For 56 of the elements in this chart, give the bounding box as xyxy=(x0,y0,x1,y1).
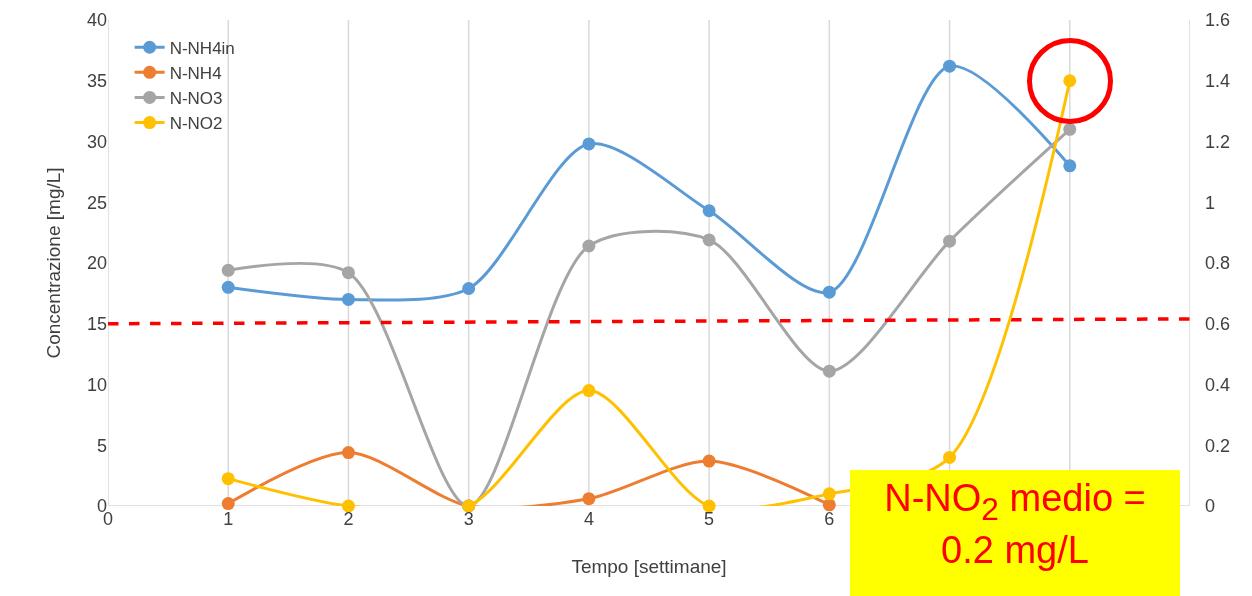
y2-tick-label: 1.4 xyxy=(1205,71,1231,92)
legend-label: N-NH4in xyxy=(169,38,235,58)
y-tick-label: 35 xyxy=(86,71,107,92)
y-axis-title: Concentrazione [mg/L] xyxy=(43,167,64,359)
y2-tick-label: 1.6 xyxy=(1205,10,1231,31)
y2-tick-label: 0.8 xyxy=(1205,253,1231,274)
point xyxy=(1063,74,1077,88)
point xyxy=(943,59,957,73)
point xyxy=(582,239,596,253)
y2-tick-label: 0.2 xyxy=(1205,435,1231,456)
point xyxy=(822,364,836,378)
point xyxy=(822,498,836,512)
point xyxy=(822,285,836,299)
y2-tick-label: 0.6 xyxy=(1205,314,1231,335)
point xyxy=(221,263,235,277)
point xyxy=(221,280,235,294)
point xyxy=(943,234,957,248)
point xyxy=(341,266,355,280)
point xyxy=(341,292,355,306)
point xyxy=(221,497,235,511)
x-axis-title: Tempo [settimane] xyxy=(571,556,727,577)
point xyxy=(1063,159,1077,173)
legend-label: N-NO2 xyxy=(169,114,223,134)
y-tick-label: 30 xyxy=(86,131,107,152)
x-tick-label: 4 xyxy=(583,509,594,529)
point xyxy=(702,204,716,218)
x-tick-label: 6 xyxy=(824,509,835,529)
point xyxy=(822,487,836,501)
y-tick-label: 20 xyxy=(86,253,107,274)
x-tick-label: 2 xyxy=(343,509,354,529)
point xyxy=(702,233,716,247)
y2-tick-label: 1 xyxy=(1205,192,1216,213)
point xyxy=(702,454,716,468)
x-tick-label: 5 xyxy=(704,509,715,529)
legend-label: N-NO3 xyxy=(169,89,223,109)
point xyxy=(582,384,596,398)
annotation: N-NO$_{2}$ medio = 0.2 mg/L xyxy=(850,470,1180,596)
point xyxy=(341,499,355,513)
point xyxy=(582,492,596,506)
y-tick-label: 5 xyxy=(96,435,107,456)
y2-tick-label: 0.4 xyxy=(1205,374,1231,395)
y-tick-label: 25 xyxy=(86,192,107,213)
y-tick-label: 15 xyxy=(86,314,107,335)
y2-tick-label: 1.2 xyxy=(1205,131,1231,152)
x-tick-label: 1 xyxy=(223,509,234,529)
point xyxy=(462,282,476,296)
y-tick-label: 40 xyxy=(86,10,107,31)
point xyxy=(1063,122,1077,136)
x-tick-label: 3 xyxy=(463,509,474,529)
point xyxy=(221,472,235,486)
point xyxy=(943,450,957,464)
point xyxy=(582,137,596,151)
point xyxy=(702,499,716,513)
point xyxy=(341,446,355,460)
legend-label: N-NH4 xyxy=(169,64,222,83)
y-tick-label: 10 xyxy=(86,374,107,395)
